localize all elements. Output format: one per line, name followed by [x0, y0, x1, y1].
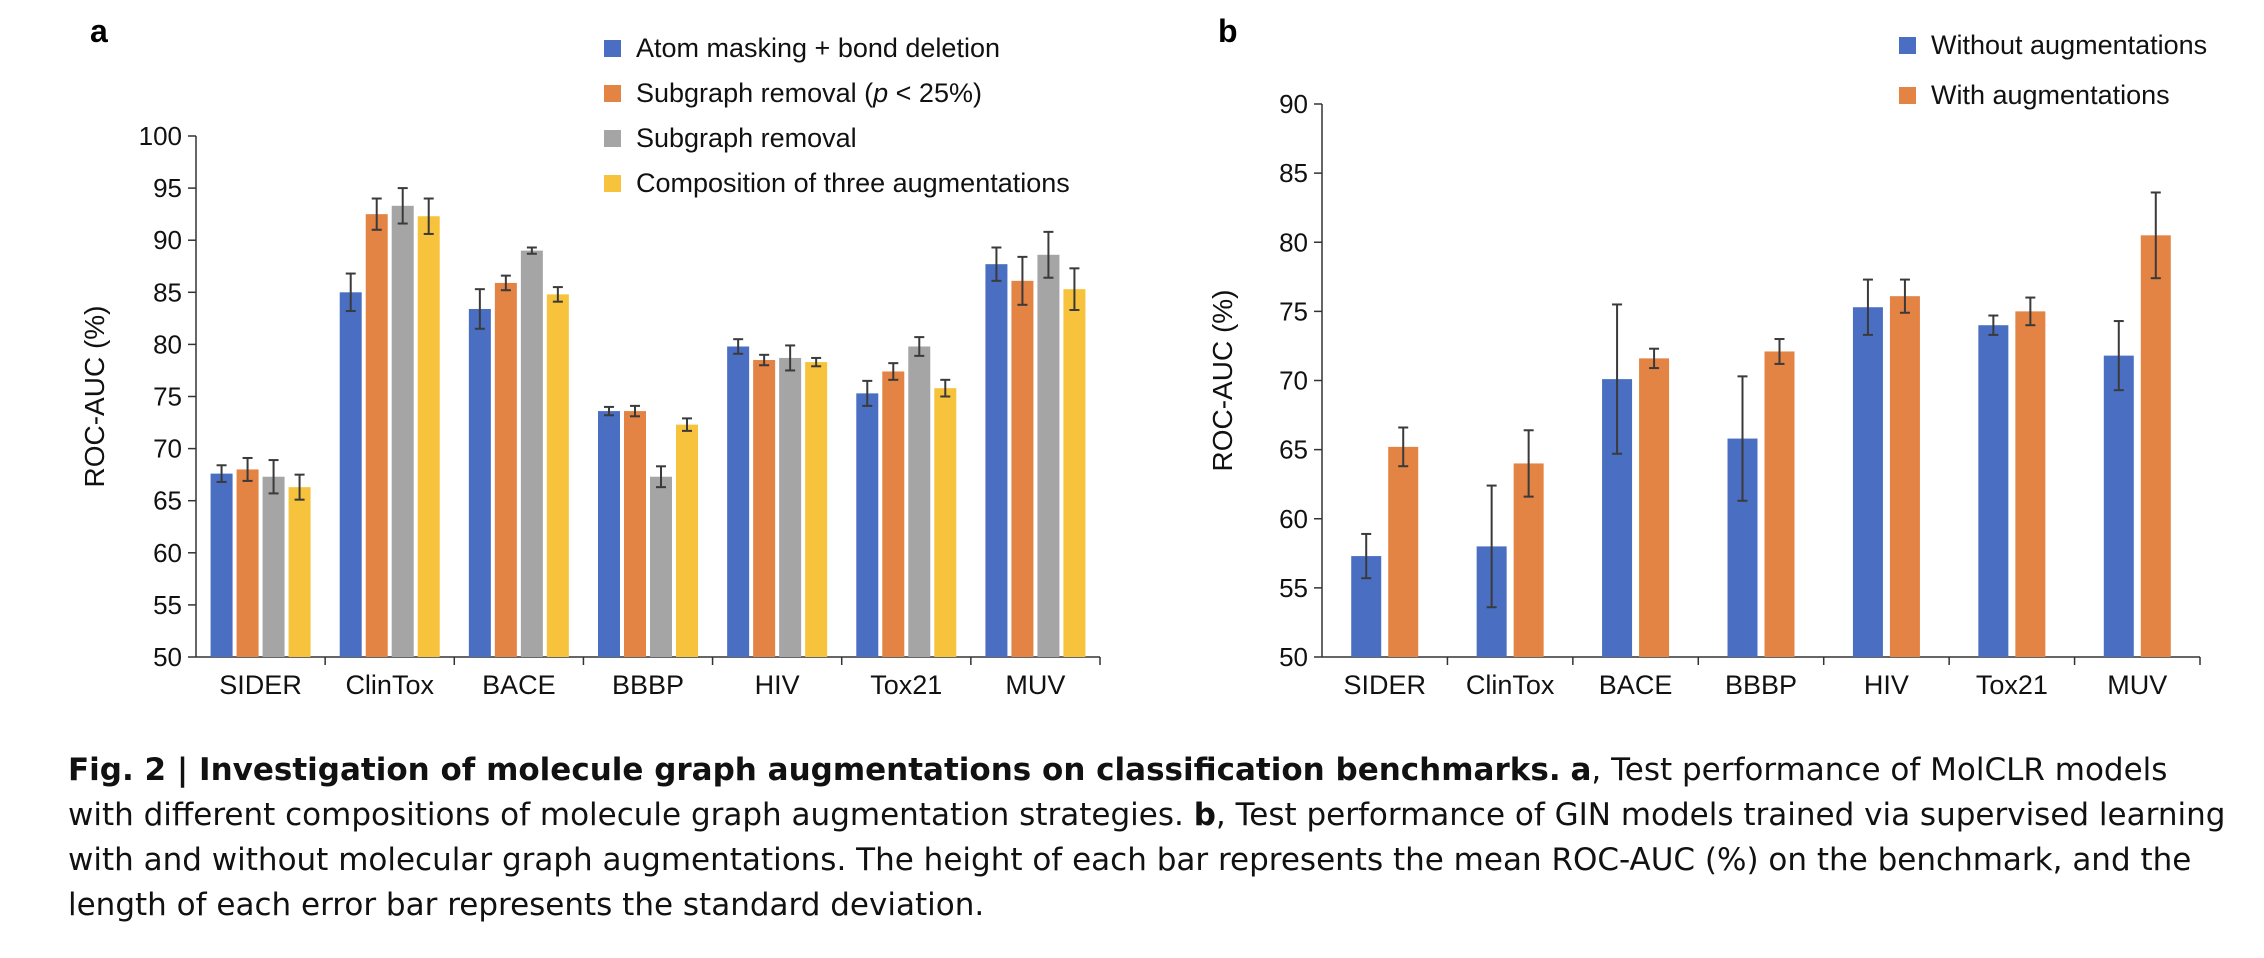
y-tick-label: 65 [153, 486, 182, 516]
bar [2103, 355, 2134, 657]
bar [520, 250, 543, 657]
panel-a-label: a [90, 13, 108, 49]
x-category-label: SIDER [1343, 670, 1426, 700]
bar [1852, 307, 1883, 657]
x-category-label: HIV [755, 670, 800, 700]
caption-a-text: , Test performance of MolCLR models with… [68, 752, 2168, 833]
bar [856, 393, 879, 657]
bar [494, 282, 517, 657]
y-axis-title: ROC-AUC (%) [79, 306, 110, 488]
y-tick-label: 90 [153, 225, 182, 255]
bar [676, 424, 698, 657]
y-tick-label: 55 [153, 590, 182, 620]
bar [1978, 325, 2009, 657]
legend-swatch [604, 130, 621, 147]
x-category-label: BBBP [612, 670, 684, 700]
y-tick-label: 60 [1279, 504, 1308, 534]
legend-label: Composition of three augmentations [636, 168, 1070, 198]
y-tick-label: 75 [153, 382, 182, 412]
bar [650, 476, 672, 657]
x-category-label: Tox21 [870, 670, 942, 700]
x-category-label: Tox21 [1976, 670, 2048, 700]
bar [1388, 446, 1419, 657]
legend-swatch [604, 175, 621, 192]
y-tick-label: 50 [1279, 642, 1308, 672]
bar [288, 487, 311, 657]
x-category-label: SIDER [219, 670, 302, 700]
y-tick-label: 100 [139, 121, 182, 151]
y-tick-label: 95 [153, 173, 182, 203]
bar [985, 264, 1008, 657]
bar [934, 388, 957, 657]
legend-swatch [604, 40, 621, 57]
x-category-label: HIV [1864, 670, 1909, 700]
bar [417, 216, 440, 657]
bar [236, 469, 259, 657]
bar [365, 214, 388, 657]
bar [727, 346, 750, 657]
x-category-label: MUV [1005, 670, 1065, 700]
y-tick-label: 85 [1279, 158, 1308, 188]
bar [753, 360, 776, 657]
y-tick-label: 90 [1279, 89, 1308, 119]
legend-swatch [604, 85, 621, 102]
y-tick-label: 70 [153, 434, 182, 464]
bar [624, 411, 646, 657]
x-category-label: BACE [482, 670, 556, 700]
y-tick-label: 70 [1279, 366, 1308, 396]
y-tick-label: 80 [1279, 227, 1308, 257]
y-tick-label: 60 [153, 538, 182, 568]
y-tick-label: 80 [153, 329, 182, 359]
bar [598, 411, 620, 657]
bar [339, 292, 362, 657]
figure-caption: Fig. 2 | Investigation of molecule graph… [68, 748, 2238, 928]
bar [1889, 296, 1920, 657]
figure: a b 50 55 60 65 70 75 80 85 90 95 100 ROC-AUC (%) SI… [79, 13, 2207, 700]
bar [468, 308, 491, 657]
x-category-label: MUV [2107, 670, 2167, 700]
bar [908, 346, 931, 657]
bar [779, 357, 802, 657]
chart-a: 50 55 60 65 70 75 80 85 90 95 100 ROC-AUC (%) SIDER C… [79, 33, 1101, 700]
bar [2140, 235, 2171, 657]
legend-label: Without augmentations [1931, 30, 2207, 60]
bar [210, 473, 233, 657]
caption-a-label: a [1570, 752, 1592, 788]
x-category-label: BBBP [1725, 670, 1797, 700]
caption-fig-label: Fig. 2 | [68, 752, 200, 788]
bar [546, 294, 569, 657]
bar [1011, 280, 1034, 657]
y-tick-label: 75 [1279, 296, 1308, 326]
bar [1037, 254, 1060, 657]
bar [1639, 358, 1670, 657]
y-tick-label: 65 [1279, 435, 1308, 465]
legend-label: Atom masking + bond deletion [636, 33, 1000, 63]
caption-title: Investigation of molecule graph augmenta… [199, 752, 1561, 788]
legend-swatch [1899, 87, 1916, 104]
bar [391, 205, 414, 657]
x-category-label: ClinTox [1466, 670, 1555, 700]
bar [1063, 289, 1086, 657]
x-category-label: ClinTox [345, 670, 434, 700]
y-tick-label: 50 [153, 642, 182, 672]
legend-swatch [1899, 37, 1916, 54]
y-tick-label: 85 [153, 277, 182, 307]
y-axis-title: ROC-AUC (%) [1207, 290, 1238, 472]
bar [1764, 351, 1795, 657]
bar [805, 362, 828, 657]
chart-b: 50 55 60 65 70 75 80 85 90 ROC-AUC (%) SIDER ClinTo… [1207, 30, 2207, 700]
bar [262, 476, 285, 657]
legend-label: Subgraph removal (p < 25%) [636, 78, 982, 108]
legend-label: Subgraph removal [636, 123, 857, 153]
caption-b-label: b [1193, 797, 1216, 833]
y-tick-label: 55 [1279, 573, 1308, 603]
legend-label: With augmentations [1931, 80, 2170, 110]
x-category-label: BACE [1599, 670, 1673, 700]
panel-b-label: b [1218, 13, 1238, 49]
caption-b-text: , Test performance of GIN models trained… [68, 797, 2226, 923]
bar [2015, 311, 2046, 657]
bar [882, 371, 905, 657]
